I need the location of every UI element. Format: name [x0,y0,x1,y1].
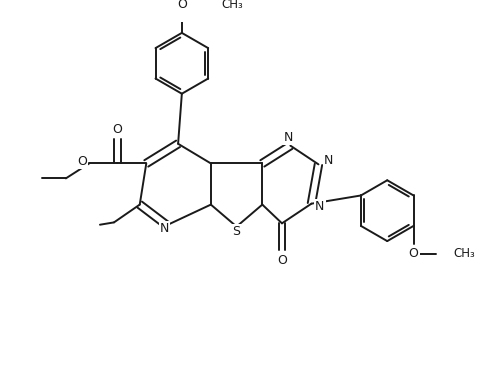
Text: O: O [177,0,187,11]
Text: O: O [77,154,87,168]
Text: O: O [112,123,122,136]
Text: N: N [283,131,293,144]
Text: N: N [315,199,325,213]
Text: O: O [277,254,287,267]
Text: S: S [233,225,241,238]
Text: N: N [160,223,169,235]
Text: CH₃: CH₃ [453,247,475,261]
Text: CH₃: CH₃ [221,0,244,11]
Text: O: O [409,247,419,261]
Text: N: N [324,154,334,167]
